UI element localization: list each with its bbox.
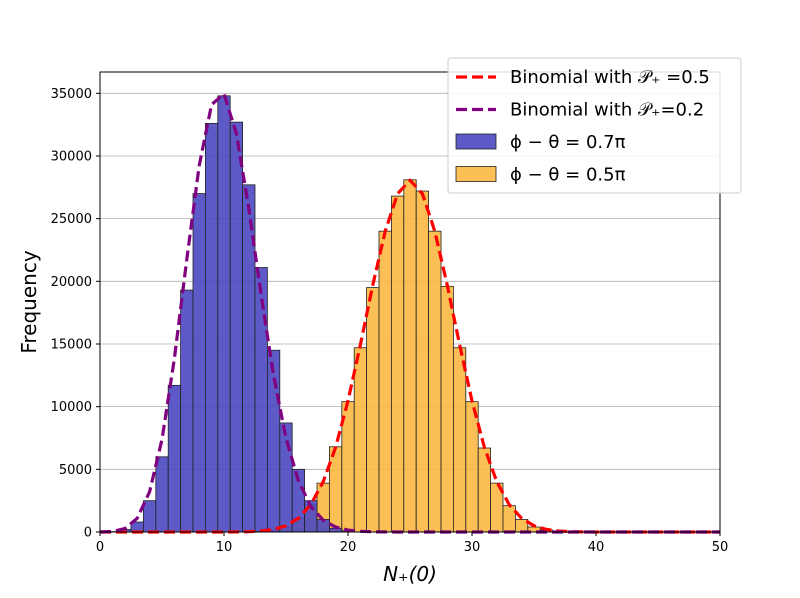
histogram-bar bbox=[353, 347, 368, 533]
y-axis-label: Frequency bbox=[17, 250, 41, 353]
histogram-bar bbox=[378, 230, 392, 533]
histogram-07pi bbox=[105, 95, 355, 533]
x-tick-label: 10 bbox=[216, 540, 233, 555]
y-tick-label: 25000 bbox=[51, 212, 92, 227]
x-tick-label: 40 bbox=[588, 540, 605, 555]
y-tick-label: 0 bbox=[84, 526, 92, 541]
y-axis: 0 5000 10000 15000 20000 25000 30000 35000 bbox=[51, 87, 100, 541]
x-tick-label: 50 bbox=[712, 540, 729, 555]
histogram-bar bbox=[415, 190, 430, 533]
legend-patch-swatch bbox=[455, 166, 497, 182]
histogram-bar bbox=[180, 289, 194, 533]
histogram-bar bbox=[229, 121, 243, 533]
y-tick-label: 20000 bbox=[51, 275, 92, 290]
histogram-bar bbox=[465, 401, 479, 533]
y-tick-label: 35000 bbox=[51, 87, 92, 102]
plot-frame bbox=[99, 71, 721, 533]
y-tick-label: 5000 bbox=[59, 463, 92, 478]
legend-patch-swatch bbox=[455, 133, 497, 150]
histogram-bar bbox=[204, 122, 219, 533]
legend-label: Binomial with 𝒫₊=0.2 bbox=[510, 100, 704, 121]
legend-frame bbox=[447, 57, 742, 194]
histogram-bar bbox=[428, 230, 442, 533]
histogram-bar bbox=[390, 195, 405, 533]
x-tick-label: 20 bbox=[340, 540, 357, 555]
histogram-bar bbox=[266, 349, 281, 533]
x-tick-label: 0 bbox=[96, 540, 104, 555]
histogram-bar bbox=[217, 95, 231, 533]
legend-label: ϕ − θ = 0.5π bbox=[510, 165, 626, 186]
histogram-bar bbox=[167, 384, 181, 533]
histogram-bar bbox=[142, 500, 157, 533]
x-axis-label: N₊(0) bbox=[383, 562, 437, 586]
histogram-bar bbox=[515, 519, 529, 533]
legend-label: Binomial with 𝒫₊ =0.5 bbox=[510, 67, 710, 88]
histogram-bar bbox=[452, 347, 467, 533]
histogram-bar bbox=[366, 287, 380, 533]
histogram-bar bbox=[328, 446, 343, 533]
histogram-bar bbox=[192, 193, 206, 533]
histogram-bar bbox=[440, 285, 454, 533]
histogram-bar bbox=[155, 456, 169, 533]
histogram-bar bbox=[328, 527, 343, 533]
legend-label: ϕ − θ = 0.7π bbox=[510, 132, 626, 153]
y-tick-label: 10000 bbox=[51, 400, 92, 415]
legend: Binomial with 𝒫₊ =0.5 Binomial with 𝒫₊=0.… bbox=[447, 57, 742, 194]
y-tick-label: 15000 bbox=[51, 337, 92, 352]
x-axis: 0 10 20 30 40 50 bbox=[96, 532, 728, 555]
histogram-bar bbox=[279, 422, 293, 533]
x-tick-label: 30 bbox=[464, 540, 481, 555]
histogram-bar bbox=[403, 179, 417, 533]
histogram-bar bbox=[502, 505, 516, 533]
histogram-bar bbox=[254, 267, 268, 533]
y-tick-label: 30000 bbox=[51, 149, 92, 164]
